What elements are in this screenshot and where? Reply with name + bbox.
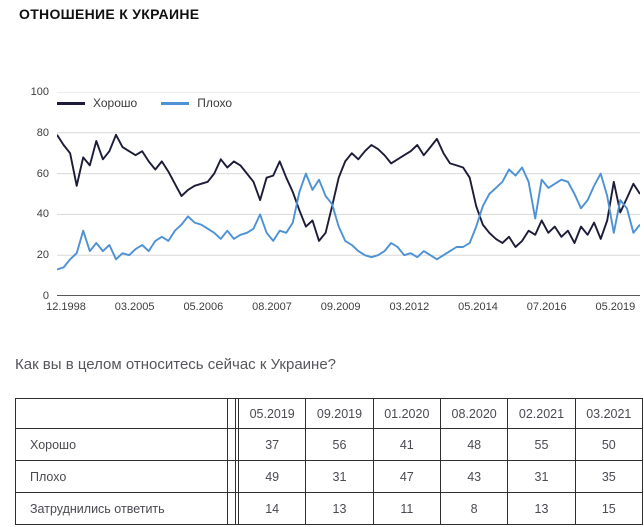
value-cell: 47 [374,461,441,492]
legend-line-swatch [161,101,190,105]
y-tick-label: 60 [36,167,49,180]
value-cell: 48 [441,429,509,460]
table-header-cell: 05.2019 [239,399,307,428]
x-tick-label: 09.2009 [320,301,361,313]
x-tick-label: 08.2007 [252,301,292,313]
value-cell: 56 [306,429,374,460]
value-cell: 50 [601,437,616,452]
row-label-cell: Затруднились ответить [16,493,228,524]
table-header-cell: 08.2020 [441,399,509,428]
column-divider [228,399,239,428]
value-cell: 31 [306,461,374,492]
column-divider [228,429,239,460]
table-row: Плохо 49 31 47 43 31 35 [16,461,642,493]
legend-item-bad: Плохо [161,96,232,110]
table-row: Хорошо 37 56 41 48 55 50 [16,429,642,461]
line-good [57,133,640,248]
value-cell: 31 [508,461,576,492]
value-cell: 55 [508,429,576,460]
table-header-cell: 02.2021 [508,399,576,428]
value-cell: 14 [239,493,307,524]
y-tick-label: 20 [36,249,49,262]
x-tick-label: 03.2005 [114,301,155,313]
legend-label: Плохо [197,96,233,110]
y-tick-label: 0 [42,290,49,302]
legend-label: Хорошо [93,96,138,110]
value-cell: 8 [441,493,509,524]
table-row: Затруднились ответить 14 13 11 8 13 15 [16,493,642,524]
value-cell: 49 [239,461,307,492]
legend-line-swatch [57,101,85,105]
value-cell: 35 [601,469,616,484]
column-divider [228,493,239,524]
x-tick-label: 05.2014 [458,301,498,313]
value-cell: 37 [239,429,307,460]
row-label-cell: Плохо [16,461,228,492]
table-header-row: 05.2019 09.2019 01.2020 08.2020 02.2021 03.20… [16,399,642,429]
x-tick-label: 03.2012 [389,301,430,313]
table-header-cell: 01.2020 [374,399,441,428]
table-header-cell: 09.2019 [306,399,374,428]
chart-plot-area [57,92,640,296]
value-cell: 11 [374,493,441,524]
legend-item-good: Хорошо [57,96,137,110]
value-cell: 15 [601,501,616,516]
y-tick-label: 40 [36,208,49,221]
row-label-cell: Хорошо [16,429,228,460]
table-corner-cell [16,399,228,428]
y-tick-label: 80 [36,126,49,139]
x-tick-label: 07.2016 [526,301,567,313]
value-cell: 41 [374,429,441,460]
value-cell: 13 [306,493,374,524]
value-cell: 13 [508,493,576,524]
chart-legend: Хорошо Плохо [57,96,256,110]
line-bad [57,166,640,271]
results-table: 05.2019 09.2019 01.2020 08.2020 02.2021 03.20… [15,398,643,525]
table-header-cell: 03.2021 [586,406,632,421]
value-cell: 43 [441,461,509,492]
x-tick-label: 05.2019 [595,301,636,313]
x-tick-label: 05.2006 [183,301,224,313]
page-title: ОТНОШЕНИЕ К УКРАИНЕ [19,6,200,22]
column-divider [228,461,239,492]
y-tick-label: 100 [30,86,49,98]
survey-question: Как вы в целом относитесь сейчас к Украи… [15,356,337,373]
x-tick-label: 12.1998 [46,301,86,313]
